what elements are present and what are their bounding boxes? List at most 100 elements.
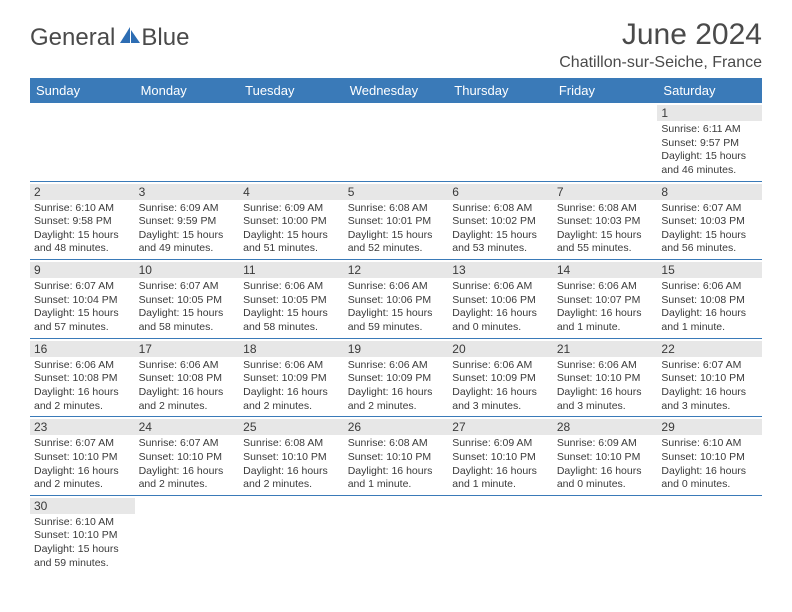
- daylight-text: Daylight: 16 hours: [452, 307, 549, 321]
- day-number: 26: [344, 419, 449, 435]
- day-cell: [448, 496, 553, 574]
- sunrise-text: Sunrise: 6:06 AM: [243, 359, 340, 373]
- sunrise-text: Sunrise: 6:11 AM: [661, 123, 758, 137]
- daylight-text: and 52 minutes.: [348, 242, 445, 256]
- day-number: 22: [657, 341, 762, 357]
- day-cell: [553, 103, 658, 181]
- daylight-text: and 0 minutes.: [452, 321, 549, 335]
- daylight-text: and 0 minutes.: [557, 478, 654, 492]
- daylight-text: Daylight: 16 hours: [452, 386, 549, 400]
- day-cell: 15Sunrise: 6:06 AMSunset: 10:08 PMDaylig…: [657, 260, 762, 338]
- day-number: 5: [344, 184, 449, 200]
- day-cell: 17Sunrise: 6:06 AMSunset: 10:08 PMDaylig…: [135, 339, 240, 417]
- weekday-wed: Wednesday: [344, 78, 449, 103]
- day-cell: 26Sunrise: 6:08 AMSunset: 10:10 PMDaylig…: [344, 417, 449, 495]
- weekday-tue: Tuesday: [239, 78, 344, 103]
- location: Chatillon-sur-Seiche, France: [559, 54, 762, 72]
- day-number: 17: [135, 341, 240, 357]
- day-number: 30: [30, 498, 135, 514]
- sunset-text: Sunset: 10:10 PM: [34, 529, 131, 543]
- daylight-text: and 1 minute.: [452, 478, 549, 492]
- sail-icon: [117, 25, 143, 52]
- day-number: 28: [553, 419, 658, 435]
- day-number: 9: [30, 262, 135, 278]
- day-cell: 4Sunrise: 6:09 AMSunset: 10:00 PMDayligh…: [239, 182, 344, 260]
- week-row: 16Sunrise: 6:06 AMSunset: 10:08 PMDaylig…: [30, 339, 762, 418]
- day-number: 14: [553, 262, 658, 278]
- day-number: 21: [553, 341, 658, 357]
- sunset-text: Sunset: 10:05 PM: [139, 294, 236, 308]
- day-cell: 28Sunrise: 6:09 AMSunset: 10:10 PMDaylig…: [553, 417, 658, 495]
- daylight-text: and 3 minutes.: [557, 400, 654, 414]
- sunrise-text: Sunrise: 6:06 AM: [557, 280, 654, 294]
- sunset-text: Sunset: 10:07 PM: [557, 294, 654, 308]
- day-number: [239, 498, 344, 514]
- day-number: 12: [344, 262, 449, 278]
- sunrise-text: Sunrise: 6:06 AM: [243, 280, 340, 294]
- sunrise-text: Sunrise: 6:07 AM: [661, 202, 758, 216]
- sunset-text: Sunset: 10:06 PM: [452, 294, 549, 308]
- day-number: 6: [448, 184, 553, 200]
- sunrise-text: Sunrise: 6:10 AM: [661, 437, 758, 451]
- sunrise-text: Sunrise: 6:08 AM: [348, 202, 445, 216]
- day-number: 4: [239, 184, 344, 200]
- day-number: 19: [344, 341, 449, 357]
- daylight-text: Daylight: 15 hours: [139, 229, 236, 243]
- daylight-text: Daylight: 15 hours: [557, 229, 654, 243]
- daylight-text: Daylight: 16 hours: [34, 386, 131, 400]
- sunset-text: Sunset: 10:10 PM: [139, 451, 236, 465]
- day-number: 15: [657, 262, 762, 278]
- day-number: [344, 498, 449, 514]
- week-row: 30Sunrise: 6:10 AMSunset: 10:10 PMDaylig…: [30, 496, 762, 574]
- daylight-text: Daylight: 15 hours: [661, 229, 758, 243]
- sunrise-text: Sunrise: 6:07 AM: [34, 280, 131, 294]
- daylight-text: and 2 minutes.: [243, 478, 340, 492]
- day-cell: [30, 103, 135, 181]
- sunrise-text: Sunrise: 6:06 AM: [34, 359, 131, 373]
- day-cell: 16Sunrise: 6:06 AMSunset: 10:08 PMDaylig…: [30, 339, 135, 417]
- brand-name-2: Blue: [141, 24, 189, 52]
- sunrise-text: Sunrise: 6:06 AM: [452, 280, 549, 294]
- day-cell: 27Sunrise: 6:09 AMSunset: 10:10 PMDaylig…: [448, 417, 553, 495]
- daylight-text: and 0 minutes.: [661, 478, 758, 492]
- day-number: 8: [657, 184, 762, 200]
- sunset-text: Sunset: 10:02 PM: [452, 215, 549, 229]
- day-cell: [344, 496, 449, 574]
- sunset-text: Sunset: 9:59 PM: [139, 215, 236, 229]
- day-number: 7: [553, 184, 658, 200]
- day-cell: 8Sunrise: 6:07 AMSunset: 10:03 PMDayligh…: [657, 182, 762, 260]
- day-number: 10: [135, 262, 240, 278]
- daylight-text: and 59 minutes.: [348, 321, 445, 335]
- sunrise-text: Sunrise: 6:06 AM: [661, 280, 758, 294]
- sunrise-text: Sunrise: 6:06 AM: [139, 359, 236, 373]
- sunrise-text: Sunrise: 6:08 AM: [557, 202, 654, 216]
- sunset-text: Sunset: 10:10 PM: [348, 451, 445, 465]
- day-cell: 12Sunrise: 6:06 AMSunset: 10:06 PMDaylig…: [344, 260, 449, 338]
- brand-logo: General Blue: [30, 24, 189, 52]
- sunset-text: Sunset: 10:09 PM: [243, 372, 340, 386]
- day-number: 29: [657, 419, 762, 435]
- day-number: 1: [657, 105, 762, 121]
- sunrise-text: Sunrise: 6:10 AM: [34, 202, 131, 216]
- sunset-text: Sunset: 10:01 PM: [348, 215, 445, 229]
- daylight-text: Daylight: 16 hours: [243, 465, 340, 479]
- sunrise-text: Sunrise: 6:09 AM: [139, 202, 236, 216]
- daylight-text: and 55 minutes.: [557, 242, 654, 256]
- day-cell: [657, 496, 762, 574]
- day-cell: 29Sunrise: 6:10 AMSunset: 10:10 PMDaylig…: [657, 417, 762, 495]
- sunrise-text: Sunrise: 6:09 AM: [557, 437, 654, 451]
- day-cell: 21Sunrise: 6:06 AMSunset: 10:10 PMDaylig…: [553, 339, 658, 417]
- day-cell: 24Sunrise: 6:07 AMSunset: 10:10 PMDaylig…: [135, 417, 240, 495]
- day-cell: [135, 103, 240, 181]
- weekday-header: Sunday Monday Tuesday Wednesday Thursday…: [30, 78, 762, 103]
- day-number: [657, 498, 762, 514]
- daylight-text: Daylight: 16 hours: [661, 386, 758, 400]
- weekday-sat: Saturday: [657, 78, 762, 103]
- sunset-text: Sunset: 10:10 PM: [661, 451, 758, 465]
- day-cell: 23Sunrise: 6:07 AMSunset: 10:10 PMDaylig…: [30, 417, 135, 495]
- sunrise-text: Sunrise: 6:10 AM: [34, 516, 131, 530]
- daylight-text: and 53 minutes.: [452, 242, 549, 256]
- sunset-text: Sunset: 10:09 PM: [348, 372, 445, 386]
- sunrise-text: Sunrise: 6:06 AM: [348, 280, 445, 294]
- daylight-text: and 2 minutes.: [243, 400, 340, 414]
